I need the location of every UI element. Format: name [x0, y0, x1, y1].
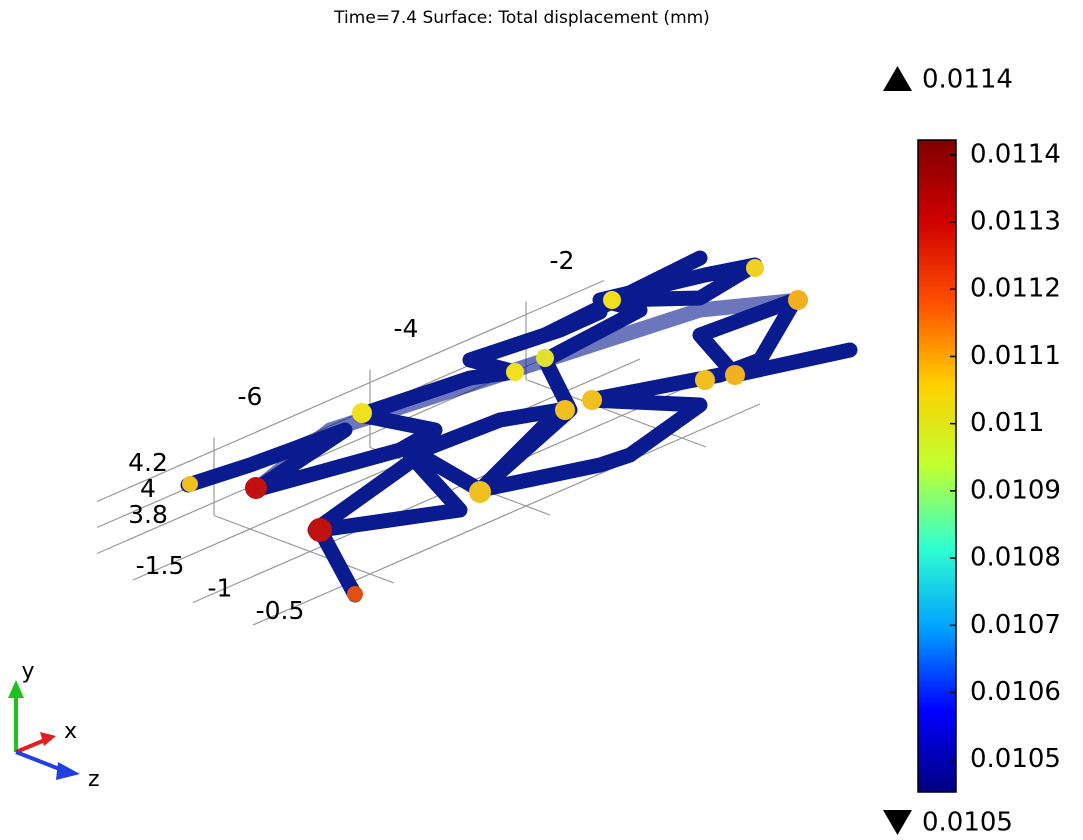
- stent-bend: [788, 290, 808, 310]
- x-tick-label: -2: [550, 246, 575, 275]
- grid-line: [96, 279, 605, 503]
- z-tick-label: -1.5: [136, 551, 185, 580]
- stent-bend: [695, 370, 715, 390]
- colorbar-tick-label: 0.0105: [970, 744, 1061, 774]
- colorbar-tick-label: 0.011: [970, 408, 1044, 438]
- stent-bend: [308, 518, 332, 542]
- y-tick-label: 4.2: [128, 448, 168, 477]
- min-label: 0.0105: [922, 808, 1013, 838]
- stent-bend: [746, 259, 764, 277]
- stent-bend: [582, 390, 602, 410]
- stent-bend: [347, 586, 363, 602]
- colorbar-tick-label: 0.0108: [970, 543, 1061, 573]
- colorbar-tick-label: 0.0111: [970, 341, 1061, 371]
- colorbar-tick-label: 0.0109: [970, 475, 1061, 505]
- stent-bend: [603, 291, 621, 309]
- stent-strut: [312, 292, 858, 603]
- triad-z-head: [56, 762, 80, 780]
- stent-bend: [245, 477, 267, 499]
- stent-bend: [555, 400, 575, 420]
- y-tick-label: 3.8: [128, 500, 168, 529]
- colorbar-tick-label: 0.0112: [970, 274, 1061, 304]
- colorbar: [917, 139, 957, 793]
- x-tick-label: -6: [238, 382, 263, 411]
- stent-bend: [352, 403, 372, 423]
- min-marker: [883, 810, 912, 835]
- stent-bend: [469, 481, 491, 503]
- triad-z: [15, 750, 63, 772]
- colorbar-tick-label: 0.0113: [970, 207, 1061, 237]
- z-tick-label: -0.5: [256, 596, 305, 625]
- colorbar-tick-label: 0.0114: [970, 139, 1061, 169]
- stent-strut: [307, 257, 763, 538]
- triad-y-head: [8, 680, 24, 698]
- stent-bend: [506, 363, 524, 381]
- chart-title: Time=7.4 Surface: Total displacement (mm…: [333, 8, 710, 28]
- triad-x-label: x: [64, 719, 77, 744]
- max-marker: [883, 66, 912, 91]
- x-tick-label: -4: [394, 314, 419, 343]
- triad-x-head: [40, 732, 56, 746]
- stent-bend: [536, 349, 554, 367]
- triad-z-label: z: [88, 767, 100, 792]
- stent-bend: [182, 476, 198, 492]
- triad-y-label: y: [21, 659, 34, 684]
- triad-x: [15, 738, 46, 754]
- grid-line: [252, 403, 761, 626]
- y-tick-label: 4: [140, 474, 156, 503]
- colorbar-tick-label: 0.0106: [970, 677, 1061, 707]
- colorbar-tick-label: 0.0107: [970, 610, 1061, 640]
- z-tick-label: -1: [208, 574, 233, 603]
- stent-bend: [725, 365, 745, 385]
- stent: [180, 250, 858, 603]
- axis-triad: y x z: [8, 659, 100, 792]
- grid-line: [213, 514, 395, 584]
- max-label: 0.0114: [922, 65, 1013, 95]
